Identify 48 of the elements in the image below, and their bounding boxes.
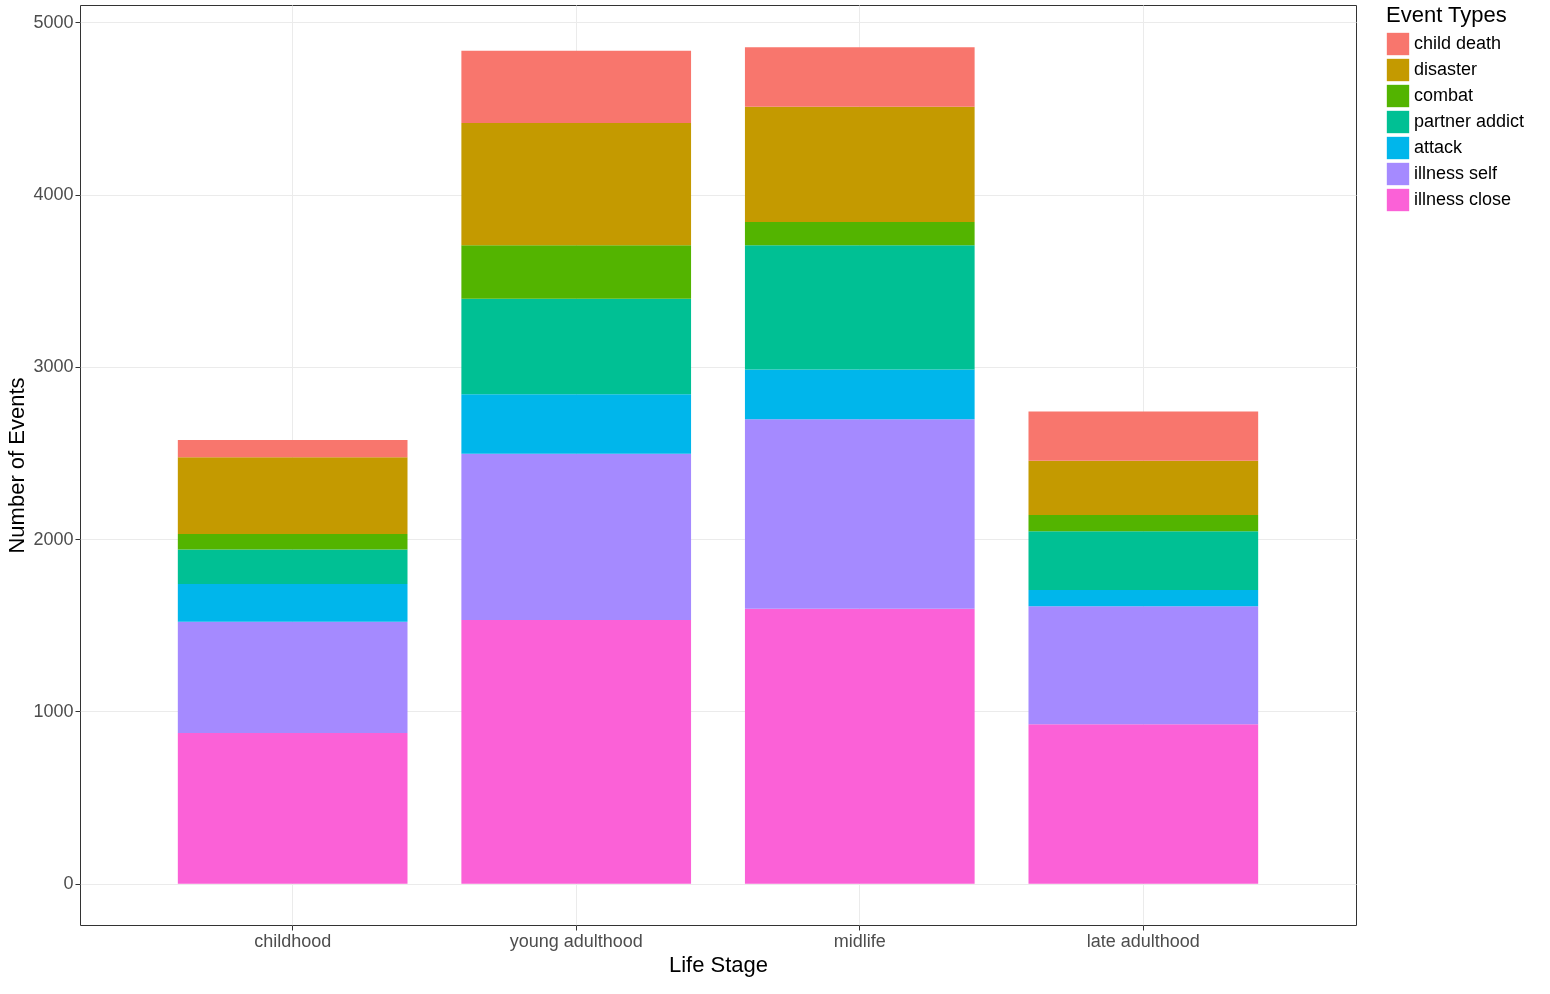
bar (461, 245, 692, 299)
bar (177, 549, 408, 584)
y-tick-label: 1000 (33, 700, 74, 721)
bar (1028, 411, 1259, 461)
bar (1028, 460, 1259, 515)
bar (744, 419, 975, 609)
bar (744, 245, 975, 370)
y-tick-label: 2000 (33, 528, 74, 549)
bar (1028, 606, 1259, 725)
y-tick-label: 5000 (33, 11, 74, 32)
legend-label: child death (1414, 33, 1502, 53)
x-tick-label: young adulthood (509, 930, 643, 951)
bar (744, 369, 975, 420)
x-tick-label: midlife (833, 930, 886, 951)
bar (1028, 724, 1259, 884)
bar (1028, 514, 1259, 532)
bar (177, 533, 408, 550)
legend-label: illness close (1414, 189, 1512, 209)
legend-label: combat (1414, 85, 1474, 105)
legend-label: attack (1414, 137, 1464, 157)
bar (461, 620, 692, 884)
bar (744, 106, 975, 223)
bar (461, 50, 692, 124)
bar (177, 583, 408, 622)
y-tick-label: 0 (63, 873, 74, 894)
bar (461, 394, 692, 454)
bar (177, 732, 408, 884)
bar (1028, 531, 1259, 590)
bar (461, 298, 692, 395)
bar (177, 440, 408, 458)
y-axis-title: Number of Events (4, 377, 30, 554)
bar (461, 123, 692, 246)
x-tick-label: late adulthood (1086, 930, 1200, 951)
bar (461, 453, 692, 621)
x-tick-label: childhood (254, 930, 332, 951)
legend-label: partner addict (1414, 111, 1525, 131)
bar (1028, 589, 1259, 607)
bar (744, 608, 975, 884)
y-tick-label: 3000 (33, 356, 74, 377)
legend-title: Event Types (1386, 2, 1507, 27)
bar (177, 621, 408, 733)
legend-label: illness self (1414, 163, 1499, 183)
bar (744, 222, 975, 246)
legend-label: disaster (1414, 59, 1478, 79)
bar (177, 457, 408, 534)
x-axis-title: Life Stage (668, 951, 769, 977)
y-tick-label: 4000 (33, 184, 74, 205)
bar (744, 47, 975, 107)
